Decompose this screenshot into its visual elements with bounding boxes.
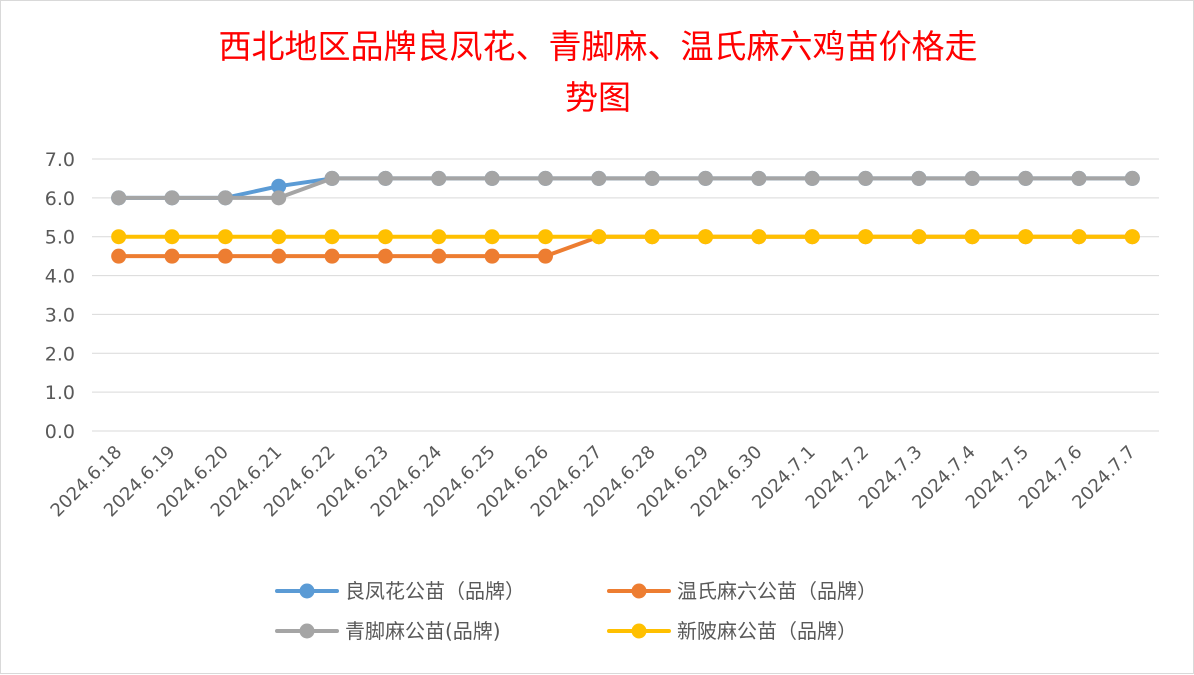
data-point [1018, 229, 1034, 245]
data-point [324, 170, 340, 186]
data-point [484, 248, 500, 264]
data-point [164, 229, 180, 245]
legend-item: 青脚麻公苗(品牌) [275, 619, 501, 643]
data-point [1124, 170, 1140, 186]
legend-item: 新陂麻公苗（品牌） [607, 619, 857, 643]
data-point [644, 170, 660, 186]
data-point [271, 190, 287, 206]
series-2 [111, 170, 1140, 206]
data-point [804, 229, 820, 245]
series-3 [111, 229, 1140, 245]
y-tick-label: 6.0 [45, 188, 75, 210]
data-point [1124, 229, 1140, 245]
series-line [116, 176, 1135, 200]
data-point [698, 170, 714, 186]
data-point [324, 248, 340, 264]
data-point [164, 190, 180, 206]
legend-label: 良凤花公苗（品牌） [345, 579, 525, 603]
data-point [964, 229, 980, 245]
data-point [271, 178, 287, 194]
data-point [217, 248, 233, 264]
y-tick-label: 4.0 [45, 266, 75, 288]
legend-label: 新陂麻公苗（品牌） [677, 619, 857, 643]
data-point [111, 248, 127, 264]
data-point [911, 170, 927, 186]
data-point [804, 170, 820, 186]
data-point [1018, 170, 1034, 186]
data-point [537, 248, 553, 264]
data-point [484, 170, 500, 186]
data-point [537, 170, 553, 186]
y-tick-label: 1.0 [45, 382, 75, 404]
data-point [431, 229, 447, 245]
data-point [751, 170, 767, 186]
data-point [164, 248, 180, 264]
data-point [1071, 170, 1087, 186]
data-point [911, 229, 927, 245]
data-point [431, 170, 447, 186]
legend-label: 温氏麻六公苗（品牌） [677, 579, 877, 603]
y-tick-label: 2.0 [45, 343, 75, 365]
series-line [116, 176, 1135, 200]
data-point [377, 248, 393, 264]
data-point [591, 170, 607, 186]
data-point [217, 190, 233, 206]
data-point [431, 248, 447, 264]
data-point [644, 229, 660, 245]
data-point [484, 229, 500, 245]
legend-marker [631, 583, 647, 599]
chart-title-line-2: 势图 [565, 78, 631, 117]
data-point [698, 229, 714, 245]
data-point [111, 229, 127, 245]
legend-item: 良凤花公苗（品牌） [275, 579, 525, 603]
data-point [1071, 229, 1087, 245]
y-tick-label: 3.0 [45, 304, 75, 326]
legend-item: 温氏麻六公苗（品牌） [607, 579, 877, 603]
series-line [116, 234, 1135, 259]
y-tick-label: 0.0 [45, 421, 75, 443]
data-point [271, 248, 287, 264]
legend-marker [631, 623, 647, 639]
data-point [964, 170, 980, 186]
series-1 [111, 229, 1140, 264]
legend-marker [299, 583, 315, 599]
data-point [111, 190, 127, 206]
series-0 [111, 170, 1140, 206]
legend-marker [299, 623, 315, 639]
data-point [591, 229, 607, 245]
data-point [751, 229, 767, 245]
y-tick-label: 5.0 [45, 227, 75, 249]
data-point [377, 229, 393, 245]
data-point [217, 229, 233, 245]
y-tick-label: 7.0 [45, 149, 75, 171]
legend-label: 青脚麻公苗(品牌) [345, 619, 501, 643]
chart-title-line-1: 西北地区品牌良凤花、青脚麻、温氏麻六鸡苗价格走 [218, 27, 978, 66]
data-point [858, 170, 874, 186]
data-point [537, 229, 553, 245]
data-point [377, 170, 393, 186]
data-point [324, 229, 340, 245]
data-point [858, 229, 874, 245]
data-point [271, 229, 287, 245]
